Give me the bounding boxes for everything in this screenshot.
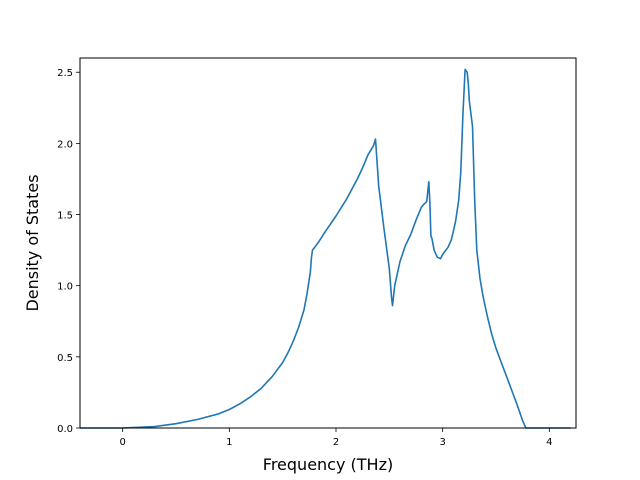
x-axis-label: Frequency (THz) [263, 455, 393, 474]
series-layer [80, 68, 571, 429]
y-tick-label: 0.0 [57, 424, 73, 435]
y-tick-label: 0.5 [57, 353, 73, 364]
y-axis: 0.0 0.5 1.0 1.5 2.0 2.5 [57, 68, 80, 435]
y-axis-label: Density of States [23, 174, 42, 311]
x-tick-label: 4 [546, 437, 552, 448]
x-axis: 0 1 2 3 4 [119, 428, 553, 448]
x-tick-label: 1 [226, 437, 232, 448]
y-tick-label: 2.0 [57, 139, 73, 150]
y-tick-label: 1.5 [57, 211, 73, 222]
y-tick-label: 2.5 [57, 68, 73, 79]
x-tick-label: 0 [119, 437, 125, 448]
x-tick-label: 3 [439, 437, 445, 448]
y-tick-label: 1.0 [57, 282, 73, 293]
dos-series-line [80, 68, 571, 429]
axes-frame [79, 57, 577, 429]
x-tick-label: 2 [333, 437, 339, 448]
